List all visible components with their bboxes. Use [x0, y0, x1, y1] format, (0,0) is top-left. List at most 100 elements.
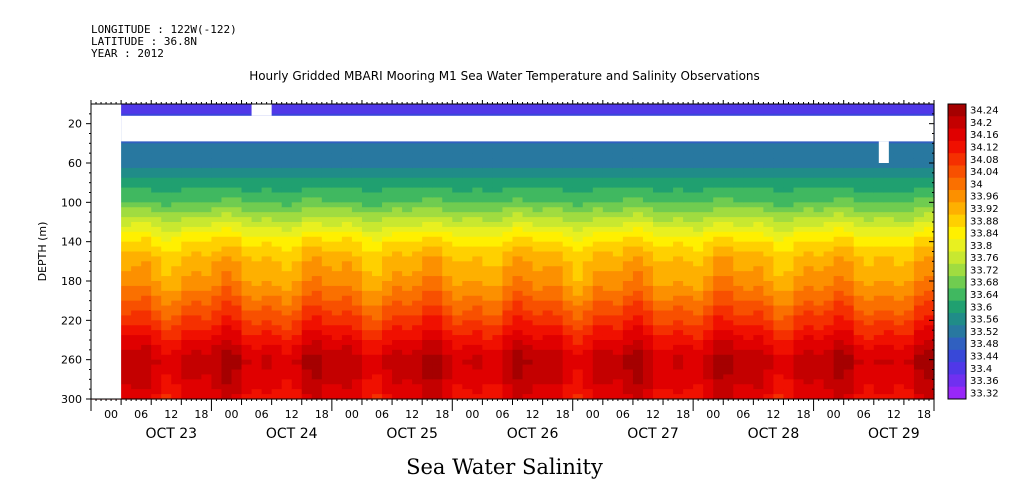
heatmap-cell [582, 158, 594, 164]
heatmap-cell [622, 108, 634, 115]
heatmap-cell [703, 290, 714, 297]
heatmap-cell [913, 148, 925, 154]
heatmap-cell [522, 231, 534, 238]
heatmap-cell [913, 344, 925, 351]
heatmap-cell [201, 276, 213, 282]
heatmap-cell [622, 222, 634, 228]
heatmap-cell [582, 266, 594, 272]
heatmap-cell [512, 276, 524, 282]
heatmap-cell [663, 202, 674, 208]
heatmap-cell [211, 325, 223, 331]
heatmap-cell [502, 246, 514, 253]
heatmap-cell [211, 290, 223, 297]
heatmap-cell [321, 197, 333, 203]
heatmap-cell [532, 340, 544, 346]
heatmap-cell [361, 251, 373, 258]
heatmap-cell [783, 354, 795, 361]
heatmap-cell [763, 281, 775, 287]
heatmap-cell [422, 330, 433, 336]
heatmap-cell [642, 325, 654, 331]
heatmap-cell [843, 340, 855, 346]
heatmap-cell [251, 295, 263, 302]
heatmap-cell [592, 217, 604, 223]
heatmap-cell [803, 389, 815, 395]
heatmap-cell [402, 143, 413, 149]
heatmap-cell [532, 379, 544, 385]
heatmap-cell [512, 320, 524, 326]
heatmap-cell [763, 335, 775, 341]
heatmap-cell [853, 246, 865, 253]
heatmap-cell [873, 290, 885, 297]
heatmap-cell [763, 148, 775, 154]
heatmap-cell [642, 163, 654, 169]
heatmap-cell [151, 143, 162, 149]
heatmap-cell [442, 222, 453, 228]
heatmap-cell [743, 226, 754, 233]
heatmap-cell [562, 148, 574, 154]
heatmap-cell [482, 261, 494, 267]
heatmap-cell [803, 217, 815, 223]
heatmap-cell [622, 266, 634, 272]
heatmap-cell [191, 374, 202, 380]
heatmap-cell [231, 207, 243, 213]
heatmap-cell [472, 290, 483, 297]
heatmap-cell [803, 212, 815, 218]
heatmap-cell [191, 187, 202, 194]
heatmap-cell [773, 226, 785, 233]
heatmap-cell [452, 305, 463, 312]
heatmap-cell [552, 349, 564, 356]
heatmap-cell [351, 374, 363, 380]
heatmap-cell [562, 222, 574, 228]
heatmap-cell [853, 158, 865, 164]
heatmap-cell [873, 256, 885, 262]
heatmap-cell [402, 148, 413, 154]
heatmap-cell [803, 246, 815, 253]
heatmap-cell [673, 344, 684, 351]
heatmap-cell [432, 389, 443, 395]
heatmap-cell [121, 369, 132, 376]
heatmap-cell [482, 320, 494, 326]
heatmap-cell [592, 246, 604, 253]
heatmap-cell [382, 246, 393, 253]
heatmap-cell [241, 281, 253, 287]
heatmap-cell [773, 295, 785, 302]
heatmap-cell [803, 271, 815, 277]
heatmap-cell [883, 281, 895, 287]
heatmap-cell [241, 153, 253, 159]
heatmap-cell [422, 300, 433, 307]
heatmap-cell [211, 369, 223, 376]
heatmap-cell [903, 163, 915, 169]
heatmap-cell [853, 192, 865, 199]
heatmap-cell [442, 369, 453, 376]
heatmap-cell [211, 310, 223, 317]
heatmap-cell [743, 320, 754, 326]
heatmap-cell [843, 369, 855, 376]
heatmap-cell [422, 231, 433, 238]
heatmap-cell [883, 379, 895, 385]
heatmap-cell [653, 192, 664, 199]
heatmap-cell [743, 212, 754, 218]
heatmap-cell [231, 231, 243, 238]
heatmap-cell [231, 192, 243, 199]
heatmap-cell [171, 384, 182, 390]
heatmap-cell [261, 197, 273, 203]
heatmap-cell [713, 389, 724, 395]
heatmap-cell [853, 207, 865, 213]
heatmap-cell [813, 207, 825, 213]
heatmap-cell [442, 271, 453, 277]
heatmap-cell [442, 108, 453, 115]
heatmap-cell [151, 197, 162, 203]
heatmap-cell [673, 389, 684, 395]
heatmap-cell [913, 354, 925, 361]
heatmap-cell [542, 325, 554, 331]
heatmap-cell [261, 153, 273, 159]
heatmap-cell [141, 344, 152, 351]
heatmap-cell [783, 153, 795, 159]
heatmap-cell [361, 364, 373, 371]
heatmap-cell [763, 364, 775, 371]
heatmap-cell [472, 236, 483, 243]
heatmap-cell [622, 349, 634, 356]
heatmap-cell [351, 241, 363, 248]
heatmap-cell [562, 295, 574, 302]
heatmap-cell [301, 222, 313, 228]
